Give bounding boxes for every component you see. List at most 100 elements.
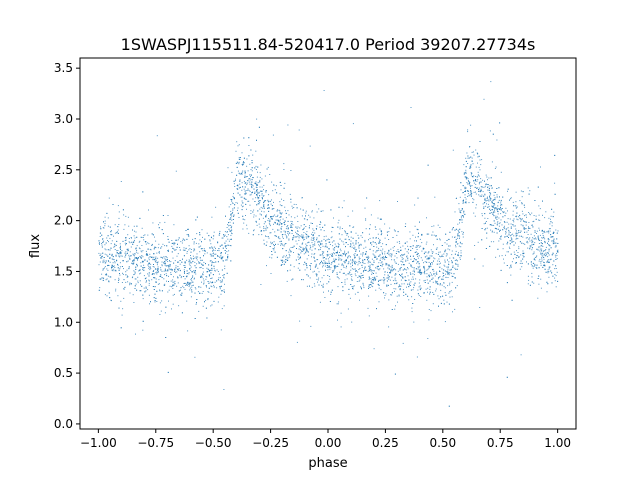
data-point — [413, 260, 415, 262]
data-point — [353, 247, 355, 249]
data-point — [377, 283, 379, 285]
data-point — [326, 283, 328, 285]
data-point — [210, 243, 212, 245]
data-point — [332, 270, 334, 271]
data-point — [379, 279, 381, 281]
data-point — [491, 231, 493, 233]
data-point — [128, 241, 130, 243]
data-point — [146, 260, 148, 262]
data-point — [206, 232, 208, 234]
data-point — [174, 269, 176, 271]
data-point — [309, 244, 311, 246]
data-point — [133, 235, 135, 237]
data-point — [495, 207, 497, 209]
data-point — [189, 267, 191, 269]
data-point — [459, 211, 461, 213]
data-point — [372, 277, 374, 278]
data-point — [210, 247, 212, 249]
data-point — [418, 245, 420, 246]
data-point — [158, 251, 160, 252]
data-point — [354, 263, 356, 265]
data-point — [348, 273, 350, 275]
data-point — [520, 218, 522, 220]
data-point — [142, 250, 144, 252]
data-point — [337, 242, 339, 244]
data-point — [418, 261, 420, 263]
data-point — [111, 267, 113, 269]
data-point — [127, 216, 129, 218]
data-point — [297, 230, 299, 232]
data-point — [364, 207, 366, 209]
data-point — [372, 279, 374, 280]
data-point — [266, 241, 268, 243]
data-point — [283, 260, 285, 262]
data-point — [363, 285, 365, 287]
data-point — [129, 292, 131, 294]
data-point — [340, 254, 342, 256]
data-point — [443, 282, 445, 284]
data-point — [317, 281, 318, 283]
data-point — [446, 253, 448, 254]
data-point — [497, 202, 499, 204]
data-point — [478, 155, 480, 157]
data-point — [390, 283, 392, 285]
data-point — [220, 285, 222, 287]
data-point — [266, 168, 268, 170]
data-point — [379, 268, 381, 270]
data-point — [538, 205, 540, 207]
data-point — [501, 208, 503, 209]
data-point — [107, 249, 109, 251]
data-point — [548, 232, 550, 234]
data-point — [261, 194, 263, 196]
data-point — [249, 204, 251, 206]
data-point — [491, 230, 493, 232]
data-point — [460, 246, 462, 248]
data-point — [390, 271, 392, 273]
data-point — [556, 258, 558, 260]
data-point — [544, 238, 546, 240]
data-point — [339, 226, 341, 228]
data-point — [485, 221, 487, 222]
data-point — [383, 256, 384, 258]
data-point — [375, 289, 377, 291]
data-point — [135, 283, 137, 285]
data-point — [554, 268, 556, 270]
data-point — [233, 180, 235, 182]
data-point — [171, 286, 173, 288]
data-point — [299, 320, 301, 322]
data-point — [227, 244, 229, 246]
data-point — [349, 256, 351, 258]
data-point — [268, 222, 270, 224]
data-point — [285, 258, 287, 260]
data-point — [369, 264, 371, 266]
data-point — [506, 265, 508, 266]
data-point — [291, 223, 293, 225]
data-point — [554, 280, 556, 282]
data-point — [312, 239, 314, 241]
data-point — [494, 222, 496, 224]
data-point — [245, 176, 247, 178]
data-point — [191, 291, 193, 293]
data-point — [143, 267, 145, 268]
data-point — [341, 240, 343, 242]
data-point — [478, 182, 480, 184]
data-point — [322, 262, 324, 264]
data-point — [108, 197, 110, 199]
data-point — [379, 228, 381, 230]
data-point — [328, 241, 330, 243]
data-point — [456, 268, 458, 270]
data-point — [263, 239, 265, 241]
data-point — [534, 200, 536, 201]
data-point — [267, 219, 269, 221]
data-point — [401, 283, 403, 285]
data-point — [216, 287, 218, 289]
data-point — [183, 255, 185, 257]
data-point — [529, 240, 531, 242]
data-point — [241, 196, 243, 198]
data-point — [119, 268, 121, 270]
data-point — [119, 262, 121, 264]
data-point — [371, 273, 373, 275]
data-point — [378, 269, 380, 271]
data-point — [119, 251, 121, 253]
data-point — [260, 284, 262, 285]
